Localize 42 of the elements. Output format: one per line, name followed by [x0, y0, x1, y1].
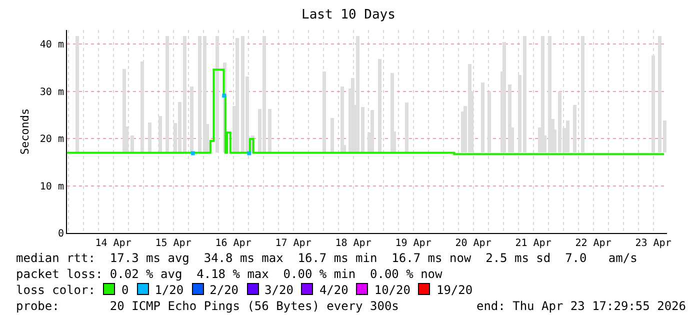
legend-label: 0 [121, 283, 129, 297]
legend-label: 3/20 [264, 283, 294, 297]
bar [75, 36, 79, 153]
legend-label: 4/20 [319, 283, 348, 297]
bar [330, 118, 334, 153]
bar [404, 102, 408, 153]
x-tick-label: 23 Apr [635, 238, 672, 249]
bar [541, 36, 545, 153]
y-tick-label: 40 m [40, 40, 64, 51]
x-tick-label: 20 Apr [455, 238, 492, 249]
x-tick-label: 16 Apr [215, 238, 252, 249]
legend-label: 1/20 [154, 283, 184, 297]
y-axis-title: Seconds [18, 108, 32, 155]
bar [262, 36, 266, 153]
chart-title: Last 10 Days [302, 8, 396, 23]
bar [581, 36, 585, 153]
text: median rtt: 17.3 ms avg 34.8 ms max 16.7 ms min 16.7 ms now 2.5 ms sd 7.0 am/s [16, 250, 638, 266]
x-tick-label: 19 Apr [395, 238, 432, 249]
x-tick-label: 15 Apr [155, 238, 192, 249]
bar [241, 36, 245, 153]
bar [148, 122, 152, 153]
bar [566, 120, 570, 153]
y-tick-label: 0 [58, 228, 64, 240]
legend-label: 2/20 [210, 283, 239, 297]
legend-label: 10/20 [374, 283, 410, 297]
x-tick-label: 14 Apr [95, 238, 132, 249]
bar [268, 108, 272, 153]
bar [322, 72, 326, 153]
legend-title: loss color: [16, 283, 96, 297]
x-tick-label: 21 Apr [515, 238, 552, 249]
x-tick-label: 18 Apr [335, 238, 372, 249]
x-tick-label: 17 Apr [275, 238, 312, 249]
y-tick-label: 30 m [40, 86, 64, 98]
bar [165, 36, 169, 153]
text: packet loss: 0.02 % avg 4.18 % max 0.00 % min 0.00 % now [16, 266, 444, 282]
x-tick-label: 22 Apr [575, 238, 612, 249]
legend-label: 19/20 [436, 283, 473, 297]
y-tick-label: 20 m [40, 134, 64, 146]
text: end: Thu Apr 23 17:29:55 2026 [476, 298, 686, 314]
bar [481, 82, 485, 153]
y-tick-label: 10 m [40, 181, 64, 192]
text: probe: 20 ICMP Echo Pings (56 Bytes) every 300s [16, 299, 399, 313]
